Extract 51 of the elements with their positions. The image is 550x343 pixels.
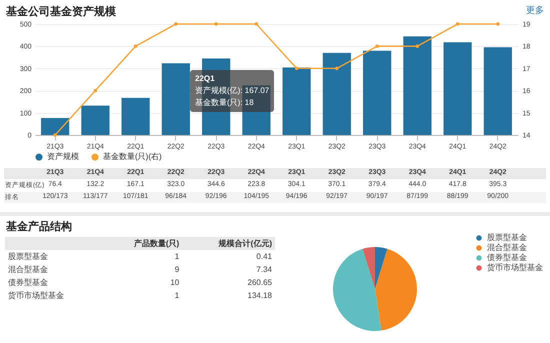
legend-label: 债券型基金 bbox=[487, 253, 527, 262]
point bbox=[53, 133, 57, 137]
legend-label: 股票型基金 bbox=[487, 233, 527, 242]
data-label: 1 bbox=[174, 251, 180, 263]
legend-label: 资产规模 bbox=[47, 152, 79, 162]
data-label: 0.41 bbox=[255, 251, 273, 263]
bar bbox=[81, 106, 110, 135]
point bbox=[174, 22, 178, 26]
data-label: 1 bbox=[174, 290, 180, 302]
data-label: 134.18 bbox=[246, 290, 273, 302]
point bbox=[456, 22, 460, 26]
legend-label: 基金数量(只)(右) bbox=[103, 152, 162, 162]
category-label: 混合型基金 bbox=[7, 264, 49, 276]
legend-label: 混合型基金 bbox=[487, 243, 527, 252]
bar bbox=[484, 47, 512, 135]
data-label: 10 bbox=[169, 277, 180, 289]
text: 规模合计(亿元) bbox=[182, 237, 275, 250]
pie-slice bbox=[375, 247, 388, 289]
text: 基金产品结构 bbox=[6, 220, 72, 234]
chart-title: 基金公司基金资产规模 bbox=[6, 4, 116, 19]
bar bbox=[444, 42, 472, 135]
bar bbox=[363, 50, 392, 135]
data-label: 260.65 bbox=[246, 277, 273, 289]
point bbox=[375, 44, 379, 48]
bar bbox=[322, 52, 351, 135]
point bbox=[94, 88, 98, 92]
bar bbox=[403, 36, 432, 135]
bar bbox=[41, 118, 70, 135]
point bbox=[134, 44, 138, 48]
bar bbox=[122, 98, 150, 135]
text: 更多 bbox=[526, 4, 544, 17]
pie-slice bbox=[362, 247, 375, 289]
point bbox=[254, 22, 258, 26]
annotation: 22Q1 bbox=[195, 73, 216, 85]
category-label: 债券型基金 bbox=[7, 277, 49, 289]
annotation: 基金数量(只): 18 bbox=[195, 97, 255, 109]
series-label: 产品数量(只) bbox=[102, 237, 182, 250]
category-label: 股票型基金 bbox=[7, 251, 49, 263]
point bbox=[335, 66, 339, 70]
annotation: 资产规模(亿): 167.07 bbox=[195, 85, 270, 97]
data-label: 7.34 bbox=[255, 264, 273, 276]
point bbox=[416, 44, 420, 48]
legend-label: 货币市场型基金 bbox=[487, 263, 543, 272]
point bbox=[214, 22, 218, 26]
point bbox=[496, 22, 500, 26]
pie-slice bbox=[375, 248, 417, 331]
category-label: 货币市场型基金 bbox=[7, 290, 65, 302]
data-label: 9 bbox=[174, 264, 180, 276]
pie-slice bbox=[333, 248, 382, 331]
bar bbox=[282, 67, 311, 135]
point bbox=[294, 66, 298, 70]
